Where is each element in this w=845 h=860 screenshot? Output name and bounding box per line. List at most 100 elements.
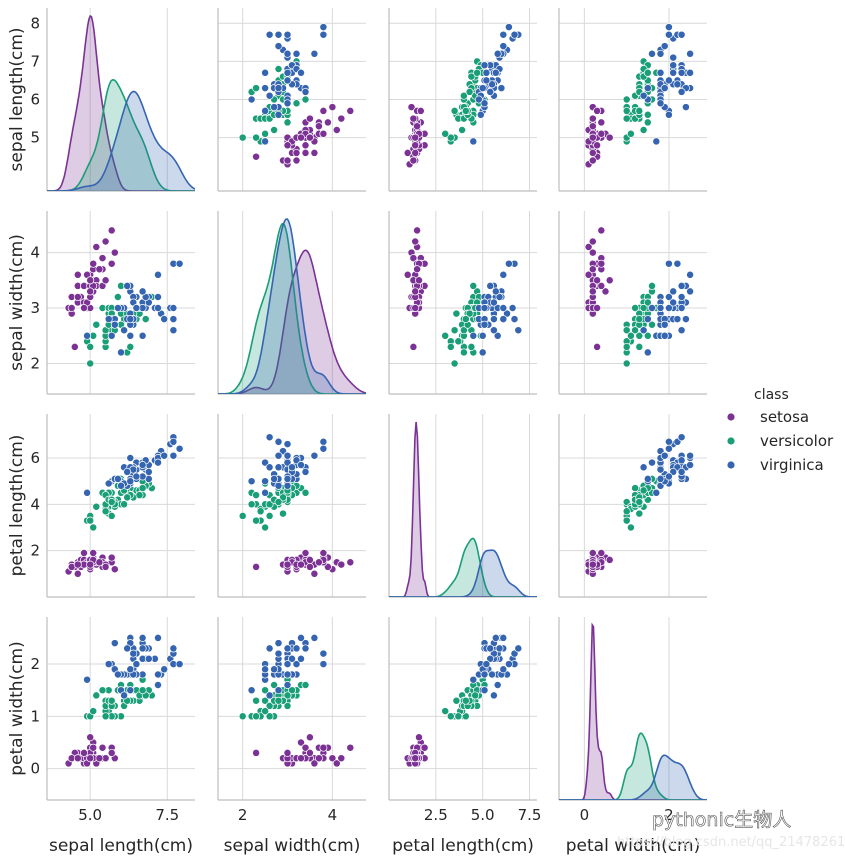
point-setosa <box>283 560 292 569</box>
y-axis-label-petal-length: petal length(cm) <box>7 435 27 577</box>
point-virginica <box>104 479 113 488</box>
point-virginica <box>265 91 274 100</box>
y-tick-label: 2 <box>30 355 40 373</box>
panel-sepal-width-vs-sepal-width <box>217 211 366 395</box>
point-setosa <box>319 743 328 752</box>
point-setosa <box>584 243 593 251</box>
point-versicolor <box>107 498 116 506</box>
point-virginica <box>129 649 138 658</box>
point-setosa <box>292 148 301 157</box>
point-versicolor <box>631 326 640 335</box>
point-versicolor <box>86 342 95 351</box>
point-versicolor <box>138 686 147 695</box>
point-versicolor <box>465 87 474 96</box>
panel-petal-length-vs-sepal-width <box>217 414 366 598</box>
point-versicolor <box>465 309 474 318</box>
point-virginica <box>283 76 292 85</box>
point-virginica <box>639 326 648 335</box>
point-virginica <box>664 110 673 119</box>
y-tick-label: 8 <box>30 14 40 32</box>
x-tick-label: 2 <box>664 806 674 824</box>
legend-label-setosa: setosa <box>760 408 809 426</box>
point-virginica <box>480 320 489 329</box>
point-virginica <box>301 467 310 476</box>
point-virginica <box>265 463 274 472</box>
point-virginica <box>482 660 491 669</box>
point-setosa <box>601 287 610 296</box>
point-virginica <box>656 474 665 483</box>
point-setosa <box>98 254 107 263</box>
point-versicolor <box>252 84 261 93</box>
point-versicolor <box>441 707 450 716</box>
point-virginica <box>482 76 491 85</box>
point-virginica <box>686 68 695 77</box>
point-virginica <box>261 137 270 146</box>
x-tick-label: 2.5 <box>424 806 448 824</box>
point-virginica <box>144 467 153 476</box>
point-virginica <box>283 681 292 689</box>
point-setosa <box>86 754 95 763</box>
point-setosa <box>297 560 305 569</box>
point-versicolor <box>635 498 644 506</box>
point-versicolor <box>292 99 301 108</box>
watermark-url: https://blog.csdn.net/qq_21478261 <box>617 835 845 850</box>
point-setosa <box>92 243 101 251</box>
legend-title: class <box>754 387 789 403</box>
point-virginica <box>677 87 686 96</box>
point-setosa <box>252 152 261 161</box>
kde-fill-versicolor <box>389 538 537 597</box>
x-tick-label: 5.0 <box>78 806 102 824</box>
point-virginica <box>144 654 153 663</box>
point-versicolor <box>648 281 656 290</box>
point-versicolor <box>89 523 98 532</box>
point-versicolor <box>469 281 478 290</box>
point-setosa <box>593 106 602 115</box>
kde-fill-setosa <box>218 250 366 394</box>
point-virginica <box>499 304 508 312</box>
point-setosa <box>420 743 429 752</box>
point-setosa <box>588 133 597 142</box>
point-virginica <box>495 644 504 653</box>
point-virginica <box>126 315 135 324</box>
point-setosa <box>305 133 314 142</box>
x-tick-label: 7.5 <box>155 806 179 824</box>
point-versicolor <box>622 507 631 516</box>
point-setosa <box>588 560 597 569</box>
point-virginica <box>247 686 256 695</box>
point-virginica <box>643 315 652 324</box>
point-setosa <box>597 129 606 138</box>
kde-fill-versicolor <box>218 223 366 394</box>
kde-fill-setosa <box>389 422 537 597</box>
kde-fill-setosa <box>559 625 707 800</box>
point-versicolor <box>450 106 459 115</box>
y-tick-label: 7 <box>30 52 40 70</box>
point-versicolor <box>274 498 283 506</box>
point-versicolor <box>622 342 631 351</box>
point-virginica <box>169 644 178 653</box>
kde-line-setosa <box>389 421 537 597</box>
point-setosa <box>411 754 420 763</box>
point-setosa <box>588 265 597 274</box>
point-setosa <box>301 743 310 752</box>
point-virginica <box>491 287 500 296</box>
point-versicolor <box>283 691 292 700</box>
point-virginica <box>664 472 673 481</box>
point-virginica <box>297 461 305 469</box>
point-versicolor <box>252 516 261 525</box>
point-virginica <box>478 348 487 357</box>
point-virginica <box>120 326 129 335</box>
point-virginica <box>283 670 292 679</box>
point-setosa <box>584 270 593 279</box>
point-virginica <box>319 660 328 669</box>
point-virginica <box>270 474 279 483</box>
point-setosa <box>252 562 261 571</box>
point-versicolor <box>261 129 270 138</box>
point-virginica <box>480 670 489 679</box>
x-axis-label-petal-width: petal width(cm) <box>566 836 701 856</box>
point-virginica <box>677 30 686 39</box>
point-versicolor <box>461 106 470 115</box>
point-setosa <box>89 549 98 557</box>
x-tick-label: 0 <box>580 806 590 824</box>
point-virginica <box>83 675 92 684</box>
point-versicolor <box>458 126 467 134</box>
